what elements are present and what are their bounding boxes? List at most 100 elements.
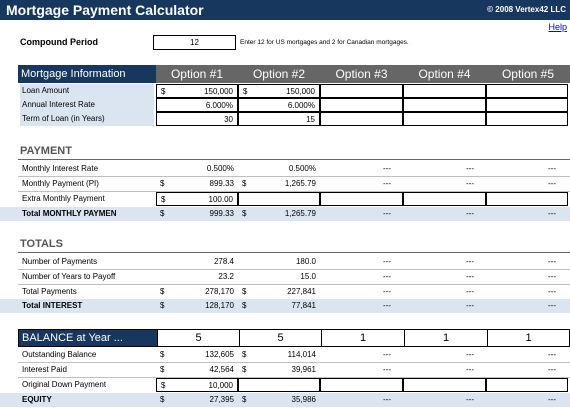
equity-value-5: --- xyxy=(548,395,556,404)
total-payments-value-2: 227,841 xyxy=(287,287,316,296)
loan-term-option-3[interactable] xyxy=(320,112,403,126)
interest-paid-row: Interest Paid $42,564 $39,961 --- --- --… xyxy=(0,363,570,377)
total-interest-row: Total INTEREST $128,170 $77,841 --- --- … xyxy=(0,299,570,313)
loan-amount-option-1[interactable]: $150,000 xyxy=(156,84,238,98)
loan-amount-option-4[interactable] xyxy=(403,84,486,98)
monthly-rate-value-1: 0.500% xyxy=(206,164,234,173)
loan-amount-value-1: 150,000 xyxy=(204,87,233,96)
total-payments-row: Total Payments $278,170 $227,841 --- ---… xyxy=(0,285,570,299)
totals-section-title: TOTALS xyxy=(20,238,63,250)
loan-amount-option-3[interactable] xyxy=(320,84,403,98)
currency-symbol: $ xyxy=(242,301,247,310)
row-divider xyxy=(18,284,570,285)
years-to-payoff-value-4: --- xyxy=(466,272,474,281)
down-payment-option-3[interactable] xyxy=(320,378,403,392)
monthly-payment-value-1: 899.33 xyxy=(209,179,234,188)
monthly-rate-value-4: --- xyxy=(466,164,474,173)
monthly-rate-row: Monthly Interest Rate 0.500% 0.500% --- … xyxy=(0,162,570,176)
loan-term-option-4[interactable] xyxy=(403,112,486,126)
balance-year-option-4[interactable]: 1 xyxy=(404,330,487,346)
row-divider xyxy=(18,191,570,192)
total-payments-label: Total Payments xyxy=(22,287,77,296)
extra-payment-option-5[interactable] xyxy=(486,192,568,206)
loan-term-label: Term of Loan (in Years) xyxy=(20,112,154,126)
extra-payment-option-3[interactable] xyxy=(320,192,403,206)
monthly-payment-row: Monthly Payment (PI) $899.33 $1,265.79 -… xyxy=(0,177,570,191)
currency-symbol: $ xyxy=(160,350,165,359)
loan-term-row: Term of Loan (in Years) 30 15 xyxy=(0,112,570,126)
balance-year-option-3[interactable]: 1 xyxy=(321,330,404,346)
option-1-header: Option #1 xyxy=(170,67,224,81)
currency-symbol: $ xyxy=(242,395,247,404)
loan-term-option-5[interactable] xyxy=(486,112,568,126)
mortgage-info-title: Mortgage Information xyxy=(18,65,156,83)
down-payment-option-5[interactable] xyxy=(486,378,568,392)
loan-amount-option-5[interactable] xyxy=(486,84,568,98)
interest-paid-value-5: --- xyxy=(548,365,556,374)
balance-year-option-2[interactable]: 5 xyxy=(239,330,321,346)
equity-value-4: --- xyxy=(466,395,474,404)
down-payment-option-2[interactable] xyxy=(238,378,320,392)
help-link[interactable]: Help xyxy=(548,22,567,32)
loan-term-option-1[interactable]: 30 xyxy=(156,112,238,126)
down-payment-option-1[interactable]: $10,000 xyxy=(156,378,238,392)
total-monthly-payment-value-1: 999.33 xyxy=(209,209,234,218)
option-3-header: Option #3 xyxy=(335,67,388,81)
outstanding-balance-value-1: 132,605 xyxy=(205,350,234,359)
currency-symbol: $ xyxy=(160,365,165,374)
balance-year-option-1[interactable]: 5 xyxy=(157,330,239,346)
section-divider xyxy=(18,159,570,160)
loan-amount-row: Loan Amount $150,000 $150,000 xyxy=(0,84,570,98)
years-to-payoff-value-1: 23.2 xyxy=(218,272,234,281)
currency-symbol: $ xyxy=(160,395,165,404)
monthly-rate-value-3: --- xyxy=(383,164,391,173)
balance-year-option-5[interactable]: 1 xyxy=(487,330,569,346)
years-to-payoff-row: Number of Years to Payoff 23.2 15.0 --- … xyxy=(0,270,570,284)
interest-rate-option-5[interactable] xyxy=(486,98,568,112)
years-to-payoff-value-3: --- xyxy=(383,272,391,281)
currency-symbol: $ xyxy=(242,365,247,374)
interest-paid-value-1: 42,564 xyxy=(209,365,234,374)
loan-amount-option-2[interactable]: $150,000 xyxy=(238,84,320,98)
interest-rate-option-2[interactable]: 6.000% xyxy=(238,98,320,112)
currency-symbol: $ xyxy=(243,87,248,96)
currency-symbol: $ xyxy=(160,287,165,296)
interest-rate-option-3[interactable] xyxy=(320,98,403,112)
total-interest-value-4: --- xyxy=(466,301,474,310)
down-payment-option-4[interactable] xyxy=(403,378,486,392)
extra-payment-row: Extra Monthly Payment $100.00 xyxy=(0,192,570,206)
interest-rate-value-1: 6.000% xyxy=(205,101,233,110)
total-monthly-payment-row: Total MONTHLY PAYMEN $999.33 $1,265.79 -… xyxy=(0,207,570,221)
loan-term-value-2: 15 xyxy=(306,115,315,124)
compound-period-note: Enter 12 for US mortgages and 2 for Cana… xyxy=(240,39,409,46)
interest-rate-option-4[interactable] xyxy=(403,98,486,112)
equity-row: EQUITY $27,395 $35,986 --- --- --- xyxy=(0,393,570,407)
extra-payment-option-1[interactable]: $100.00 xyxy=(156,192,238,206)
monthly-payment-value-5: --- xyxy=(548,179,556,188)
row-divider xyxy=(18,176,570,177)
extra-payment-value-1: 100.00 xyxy=(208,195,233,204)
compound-period-label: Compound Period xyxy=(20,37,98,47)
total-monthly-payment-label: Total MONTHLY PAYMEN xyxy=(22,209,117,218)
years-to-payoff-value-2: 15.0 xyxy=(300,272,316,281)
loan-term-option-2[interactable]: 15 xyxy=(238,112,320,126)
extra-payment-label: Extra Monthly Payment xyxy=(22,194,105,203)
outstanding-balance-value-4: --- xyxy=(466,350,474,359)
interest-rate-option-1[interactable]: 6.000% xyxy=(156,98,238,112)
years-to-payoff-value-5: --- xyxy=(548,272,556,281)
equity-value-3: --- xyxy=(383,395,391,404)
row-divider xyxy=(18,362,570,363)
extra-payment-option-2[interactable] xyxy=(238,192,320,206)
mortgage-info-header: Mortgage Information Option #1 Option #2… xyxy=(18,65,570,83)
copyright-text: © 2008 Vertex42 LLC xyxy=(487,5,566,14)
compound-period-input[interactable] xyxy=(153,35,236,50)
outstanding-balance-row: Outstanding Balance $132,605 $114,014 --… xyxy=(0,348,570,362)
outstanding-balance-value-5: --- xyxy=(548,350,556,359)
currency-symbol: $ xyxy=(161,381,166,390)
currency-symbol: $ xyxy=(242,179,247,188)
total-monthly-payment-value-4: --- xyxy=(466,209,474,218)
monthly-payment-value-4: --- xyxy=(466,179,474,188)
extra-payment-option-4[interactable] xyxy=(403,192,486,206)
section-divider xyxy=(18,252,570,253)
number-of-payments-label: Number of Payments xyxy=(22,257,98,266)
